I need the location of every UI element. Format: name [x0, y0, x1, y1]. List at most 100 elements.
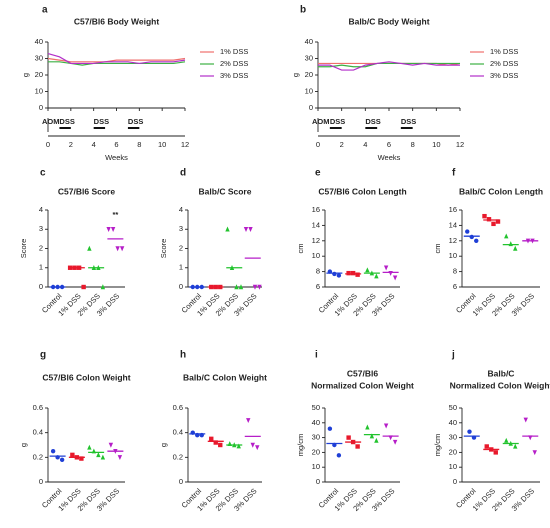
- y-axis-label: g: [159, 443, 168, 447]
- panel-letter: g: [40, 350, 46, 361]
- data-point: [87, 444, 92, 450]
- chart-title: C57/Bl6 Score: [58, 186, 115, 196]
- y-tick-label: 40: [449, 418, 457, 427]
- data-point: [117, 455, 123, 461]
- timeline-label: AOM: [312, 117, 330, 126]
- y-tick-label: 16: [449, 205, 457, 214]
- data-point: [255, 445, 260, 451]
- x-tick-label: 8: [411, 140, 415, 149]
- data-point: [238, 284, 244, 290]
- y-tick-label: 4: [179, 205, 183, 214]
- y-axis-label: g: [291, 73, 300, 77]
- significance: **: [112, 210, 118, 219]
- data-point: [467, 429, 472, 434]
- x-tick-label: 12: [181, 140, 189, 149]
- data-point: [388, 270, 393, 276]
- timeline-label: AOM: [42, 117, 60, 126]
- y-tick-label: 8: [453, 267, 457, 276]
- y-tick-label: 0.6: [173, 403, 183, 412]
- chart-title: Balb/C Score: [199, 186, 252, 196]
- chart-title: C57/Bl6 Body Weight: [74, 16, 159, 26]
- data-point: [252, 284, 258, 290]
- x-axis-label: Weeks: [105, 153, 128, 162]
- y-tick-label: 0.6: [33, 403, 43, 412]
- data-point: [513, 443, 518, 449]
- y-tick-label: 10: [449, 462, 457, 471]
- y-tick-label: 0: [39, 477, 43, 486]
- y-tick-label: 0: [39, 282, 43, 291]
- data-point: [250, 442, 255, 448]
- y-tick-label: 10: [312, 462, 320, 471]
- legend-label: 1% DSS: [490, 47, 518, 56]
- y-axis-label: Score: [159, 239, 168, 259]
- data-point: [332, 271, 337, 277]
- y-axis-label: cm: [433, 244, 442, 254]
- panel-letter: a: [42, 5, 48, 16]
- panel-letter: i: [315, 350, 318, 361]
- data-point: [486, 217, 492, 222]
- y-tick-label: 0: [309, 103, 313, 112]
- y-tick-label: 30: [305, 53, 313, 62]
- timeline-label: DSS: [59, 117, 74, 126]
- x-tick-label: 0: [316, 140, 320, 149]
- y-tick-label: 12: [449, 236, 457, 245]
- panel-letter: c: [40, 168, 46, 179]
- y-tick-label: 4: [39, 205, 43, 214]
- legend-label: 2% DSS: [220, 59, 248, 68]
- y-tick-label: 0: [179, 477, 183, 486]
- y-tick-label: 3: [179, 224, 183, 233]
- x-tick-label: 2: [69, 140, 73, 149]
- data-point: [392, 439, 398, 445]
- legend-label: 1% DSS: [220, 47, 248, 56]
- data-point: [355, 272, 360, 277]
- y-tick-label: 10: [312, 251, 320, 260]
- panel-letter: b: [300, 5, 306, 16]
- y-tick-label: 0.4: [173, 428, 183, 437]
- data-point: [469, 234, 474, 240]
- panel-letter: j: [451, 350, 455, 361]
- y-tick-label: 20: [305, 70, 313, 79]
- chart-title: C57/Bl6: [347, 368, 378, 378]
- data-point: [504, 437, 509, 443]
- data-point: [50, 448, 56, 454]
- x-tick-label: 12: [456, 140, 464, 149]
- y-tick-label: 10: [449, 251, 457, 260]
- data-point: [96, 452, 101, 458]
- y-tick-label: 14: [449, 220, 457, 229]
- data-point: [482, 213, 487, 219]
- y-tick-label: 40: [312, 418, 320, 427]
- data-point: [504, 233, 509, 239]
- y-tick-label: 0: [39, 103, 43, 112]
- series-line: [47, 57, 186, 63]
- data-point: [119, 246, 125, 252]
- y-tick-label: 2: [179, 243, 183, 252]
- series-line: [47, 52, 186, 65]
- data-point: [70, 452, 75, 458]
- data-point: [374, 437, 379, 443]
- data-point: [218, 442, 223, 448]
- x-tick-label: 6: [114, 140, 118, 149]
- x-tick-label: 4: [92, 140, 96, 149]
- data-point: [491, 221, 496, 227]
- y-tick-label: 0: [316, 477, 320, 486]
- y-axis-label: mg/cm: [433, 434, 442, 457]
- x-tick-label: 4: [363, 140, 367, 149]
- y-tick-label: 10: [305, 86, 313, 95]
- y-tick-label: 50: [449, 403, 457, 412]
- data-point: [355, 444, 360, 449]
- data-point: [115, 246, 120, 252]
- data-point: [350, 270, 356, 276]
- data-point: [100, 284, 106, 290]
- timeline-label: DSS: [128, 117, 143, 126]
- timeline-label: DSS: [94, 117, 109, 126]
- y-axis-label: mg/cm: [296, 434, 305, 457]
- x-tick-label: 6: [387, 140, 391, 149]
- timeline-label: DSS: [330, 117, 345, 126]
- data-point: [327, 426, 333, 431]
- panel-letter: h: [180, 350, 186, 361]
- timeline-label: DSS: [401, 117, 416, 126]
- data-point: [243, 227, 249, 232]
- data-point: [508, 241, 513, 247]
- y-tick-label: 20: [35, 70, 43, 79]
- data-point: [59, 457, 65, 462]
